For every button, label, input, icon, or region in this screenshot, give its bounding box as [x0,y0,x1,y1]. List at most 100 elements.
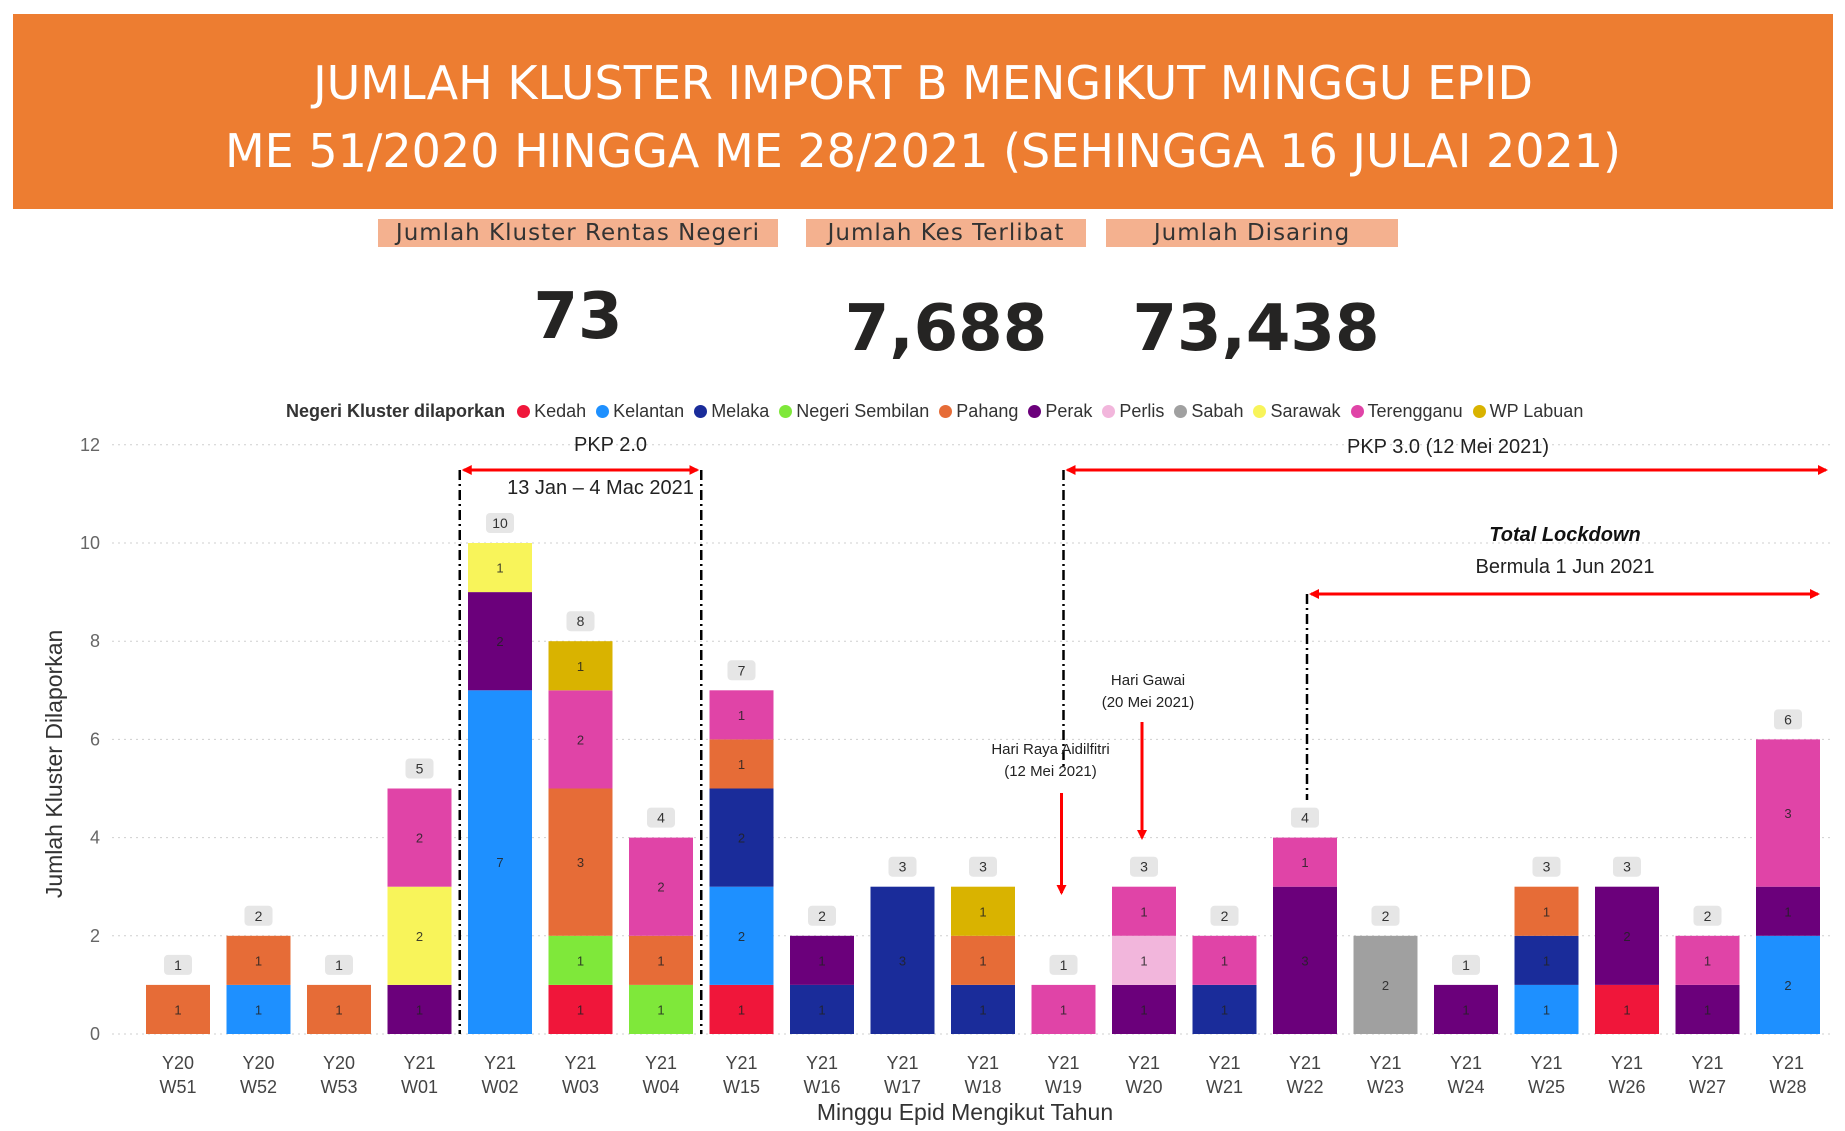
segment-value-label: 1 [335,1002,342,1017]
x-tick-label-year: Y21 [806,1053,838,1073]
bar-segment-kelantan [226,984,291,1034]
total-value-label: 3 [1623,859,1631,875]
legend-dot [1102,404,1116,418]
total-value-label: 1 [1060,957,1068,973]
segment-value-label: 3 [1784,806,1791,821]
legend-title: Negeri Kluster dilaporkan [286,400,506,421]
legend-dot [517,404,531,418]
total-badge [1210,905,1239,926]
x-tick-label-week: W02 [481,1077,518,1097]
x-tick-label-week: W18 [964,1077,1001,1097]
bar-segment-perak [1595,886,1659,985]
total-value-label: 7 [738,662,746,678]
kpi-label-disaring: Jumlah Disaring [1106,219,1398,247]
legend-item-perak: Perak [1028,401,1092,422]
bar-segment-pahang [709,739,774,789]
segment-value-label: 1 [1704,953,1711,968]
bar-segment-pahang [1514,886,1579,936]
bar-segment-perlis [1112,935,1176,985]
title-line-1: JUMLAH KLUSTER IMPORT B MENGIKUT MINGGU … [313,56,1533,110]
total-value-label: 3 [979,859,987,875]
segment-value-label: 1 [979,1002,986,1017]
bar-segment-kedah [709,984,774,1034]
legend-label: Kedah [534,400,587,421]
x-tick-label-week: W16 [803,1077,840,1097]
x-tick-label-week: W27 [1689,1077,1726,1097]
total-value-label: 2 [1382,908,1390,924]
legend-dot [1028,404,1042,418]
segment-value-label: 2 [738,831,745,846]
segment-value-label: 1 [1140,1002,1147,1017]
legend-label: Negeri Sembilan [796,400,930,421]
total-badge [1130,856,1158,877]
x-tick-label-week: W24 [1447,1077,1484,1097]
legend-dot [779,404,793,418]
legend-label: Perak [1045,400,1093,421]
lockdown-title: Total Lockdown [1489,524,1640,546]
bar-segment-terengganu [1675,935,1740,985]
legend-dot [1253,404,1267,418]
x-tick-label-year: Y21 [484,1053,516,1073]
x-tick-label-year: Y21 [1128,1053,1160,1073]
bar-segment-melaka [709,788,774,887]
bar-segment-terengganu [1756,739,1820,887]
title-line-2: ME 51/2020 HINGGA ME 28/2021 (SEHINGGA 1… [224,124,1622,178]
segment-value-label: 1 [577,1002,584,1017]
segment-value-label: 1 [1543,904,1550,919]
bar-segment-pahang [629,935,693,985]
legend-label: WP Labuan [1489,400,1584,421]
y-tick-label: 2 [90,926,100,946]
bar-segment-terengganu [629,837,693,936]
x-tick-label-year: Y20 [162,1053,194,1073]
bar-segment-negeri-sembilan [548,935,613,985]
segment-value-label: 1 [1623,1002,1630,1017]
segment-value-label: 1 [979,953,986,968]
bar-segment-perak [790,935,854,985]
total-badge [647,807,675,828]
y-tick-label: 10 [80,533,100,553]
segment-value-label: 1 [255,953,262,968]
legend-item-terengganu: Terengganu [1350,401,1463,422]
x-tick-label-week: W19 [1045,1077,1082,1097]
lockdown-subtitle: Bermula 1 Jun 2021 [1475,556,1654,578]
bar-segment-terengganu [709,690,774,740]
segment-value-label: 1 [1221,1002,1228,1017]
bar-segment-kedah [1595,984,1659,1034]
segment-value-label: 1 [1543,953,1550,968]
x-tick-label-week: W51 [159,1077,196,1097]
segment-value-label: 1 [1784,904,1791,919]
total-badge [1613,856,1641,877]
legend-item-sabah: Sabah [1174,401,1243,422]
bar-segment-kedah [548,984,613,1034]
x-tick-label-week: W17 [884,1077,921,1097]
x-tick-label-year: Y20 [323,1053,355,1073]
hari-gawai-date-label: (20 Mei 2021) [1102,694,1195,711]
bar-segment-pahang [226,935,291,985]
bar-segment-pahang [146,984,210,1034]
bar-segment-wp-labuan [548,641,613,691]
hari-raya-date-label: (12 Mei 2021) [1004,763,1097,780]
title-banner: JUMLAH KLUSTER IMPORT B MENGIKUT MINGGU … [13,14,1833,209]
legend-label: Pahang [956,400,1019,421]
segment-value-label: 3 [1301,953,1308,968]
total-badge [1693,905,1722,926]
total-badge [1371,905,1400,926]
kpi-value-kes-terlibat: 7,688 [844,292,1048,366]
total-value-label: 8 [577,613,585,629]
total-badge [727,660,756,681]
x-axis-title: Minggu Epid Mengikut Tahun [817,1099,1113,1125]
total-value-label: 1 [1462,957,1470,973]
x-tick-label-week: W26 [1608,1077,1645,1097]
segment-value-label: 2 [577,732,584,747]
total-value-label: 3 [899,859,907,875]
bar-segment-perak [1273,886,1337,1034]
segment-value-label: 7 [496,855,503,870]
segment-value-label: 1 [416,1002,423,1017]
total-value-label: 4 [657,810,665,826]
segment-value-label: 2 [657,880,664,895]
segment-value-label: 1 [1140,904,1147,919]
x-tick-label-week: W04 [642,1077,679,1097]
segment-value-label: 2 [1623,929,1630,944]
total-value-label: 10 [492,515,508,531]
